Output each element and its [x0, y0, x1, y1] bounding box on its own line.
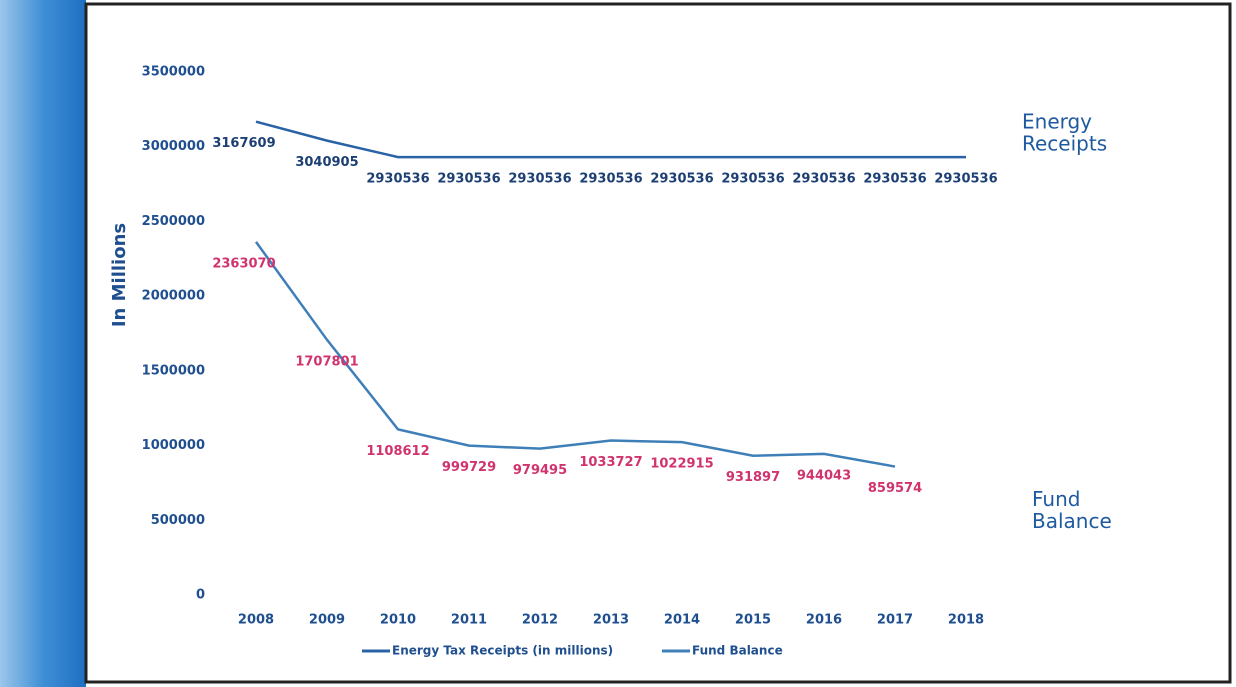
annotation: Balance [1032, 509, 1112, 533]
legend-label: Fund Balance [692, 644, 783, 658]
x-tick-label: 2016 [806, 613, 842, 628]
legend-label: Energy Tax Receipts (in millions) [392, 644, 613, 658]
data-label: 2930536 [437, 172, 500, 187]
y-tick-label: 0 [196, 588, 205, 603]
data-label: 2930536 [508, 172, 571, 187]
data-label: 2930536 [721, 172, 784, 187]
x-tick-label: 2008 [238, 613, 274, 628]
data-label: 859574 [868, 481, 922, 496]
x-tick-label: 2009 [309, 613, 345, 628]
frame [84, 2, 1232, 684]
x-tick-label: 2015 [735, 613, 771, 628]
x-tick-label: 2014 [664, 613, 700, 628]
y-tick-label: 1000000 [142, 438, 205, 453]
y-tick-label: 3000000 [142, 139, 205, 154]
data-label: 3040905 [295, 155, 358, 170]
x-tick-label: 2013 [593, 613, 629, 628]
data-label: 1707801 [295, 354, 358, 369]
data-label: 3167609 [212, 136, 275, 151]
data-label: 2363070 [212, 256, 275, 271]
x-tick-label: 2012 [522, 613, 558, 628]
annotation: Fund [1032, 487, 1080, 511]
data-label: 2930536 [934, 172, 997, 187]
x-tick-label: 2018 [948, 613, 984, 628]
y-axis-label: In Millions [109, 223, 130, 327]
data-label: 1022915 [650, 457, 713, 472]
x-tick-label: 2017 [877, 613, 913, 628]
y-tick-label: 2500000 [142, 214, 205, 229]
data-label: 999729 [442, 460, 496, 475]
y-tick-label: 2000000 [142, 289, 205, 304]
data-label: 931897 [726, 470, 780, 485]
data-label: 944043 [797, 468, 851, 483]
x-tick-label: 2010 [380, 613, 416, 628]
data-label: 1033727 [579, 455, 642, 470]
x-tick-label: 2011 [451, 613, 487, 628]
annotation: Receipts [1022, 132, 1107, 156]
data-label: 2930536 [579, 172, 642, 187]
data-label: 2930536 [366, 172, 429, 187]
side-strip [0, 0, 86, 687]
y-tick-label: 3500000 [142, 65, 205, 80]
y-tick-label: 500000 [151, 513, 205, 528]
annotation: Energy [1022, 110, 1092, 134]
data-label: 979495 [513, 463, 567, 478]
series-line [255, 120, 966, 159]
data-label: 2930536 [792, 172, 855, 187]
data-label: 2930536 [650, 172, 713, 187]
y-tick-label: 1500000 [142, 363, 205, 378]
data-label: 1108612 [366, 444, 429, 459]
data-label: 2930536 [863, 172, 926, 187]
series-line [254, 241, 896, 468]
